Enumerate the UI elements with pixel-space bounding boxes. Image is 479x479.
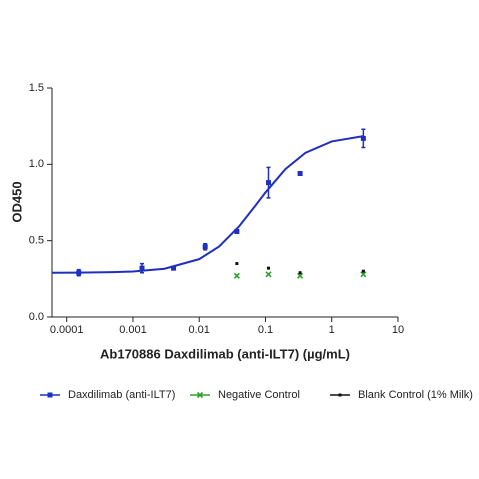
- point: [235, 262, 239, 266]
- legend-label: Blank Control (1% Milk): [358, 389, 473, 401]
- x-tick-label: 0.1: [258, 324, 273, 336]
- point: [202, 244, 208, 250]
- legend-marker: [47, 392, 53, 398]
- point: [266, 266, 270, 270]
- legend-marker: [338, 393, 342, 397]
- y-axis-title: OD450: [9, 181, 24, 222]
- legend-label: Daxdilimab (anti-ILT7): [68, 389, 175, 401]
- point: [76, 270, 82, 276]
- point: [171, 265, 177, 271]
- point: [233, 272, 240, 279]
- legend-marker: [196, 391, 204, 399]
- fit-curve: [51, 135, 364, 274]
- y-tick-label: 1.5: [29, 82, 44, 94]
- legend-label: Negative Control: [218, 389, 300, 401]
- point: [360, 271, 367, 278]
- point: [139, 265, 145, 271]
- x-axis-title: Ab170886 Daxdilimab (anti-ILT7) (µg/mL): [100, 346, 350, 361]
- x-tick-label: 10: [392, 324, 404, 336]
- point: [298, 271, 302, 275]
- point: [265, 180, 271, 186]
- point: [265, 271, 272, 278]
- x-tick-label: 0.0001: [50, 324, 84, 336]
- point: [297, 170, 303, 176]
- y-tick-label: 1.0: [29, 158, 44, 170]
- y-tick-label: 0.0: [29, 311, 44, 323]
- point: [360, 135, 366, 141]
- x-tick-label: 1: [329, 324, 335, 336]
- y-tick-label: 0.5: [29, 235, 44, 247]
- x-tick-label: 0.01: [189, 324, 210, 336]
- point: [297, 272, 304, 279]
- point: [361, 269, 365, 273]
- point: [234, 229, 240, 235]
- x-tick-label: 0.001: [119, 324, 147, 336]
